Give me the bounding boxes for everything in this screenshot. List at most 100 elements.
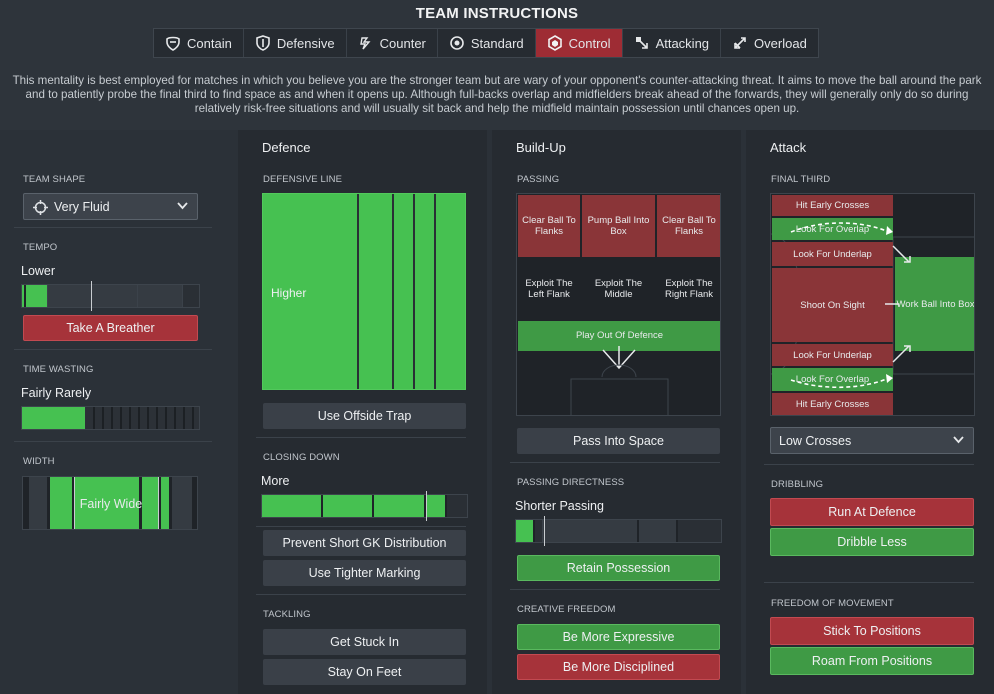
be-more-expressive-button[interactable]: Be More Expressive xyxy=(517,624,720,650)
closing-segment xyxy=(323,495,374,517)
page-title: TEAM INSTRUCTIONS xyxy=(415,5,579,22)
line-divider xyxy=(357,194,359,389)
tempo-segment xyxy=(92,285,138,307)
header-area: TEAM INSTRUCTIONS Contain Defensive Coun… xyxy=(0,0,994,130)
width-label: WIDTH xyxy=(23,456,55,467)
take-a-breather-button[interactable]: Take A Breather xyxy=(23,315,198,341)
be-more-disciplined-button[interactable]: Be More Disciplined xyxy=(517,654,720,680)
zone-exploit-left[interactable]: Exploit The Left Flank xyxy=(525,278,573,300)
width-bar xyxy=(75,477,139,529)
zone-pump-ball[interactable]: Pump Ball Into Box xyxy=(582,195,655,257)
zone-shoot-on-sight[interactable]: Shoot On Sight xyxy=(772,268,893,342)
final-third-pitch: Hit Early Crosses Look For Overlap Look … xyxy=(770,193,975,416)
counter-icon xyxy=(359,37,371,50)
final-third-label: FINAL THIRD xyxy=(771,174,831,185)
directness-segment xyxy=(516,520,535,542)
team-shape-value: Very Fluid xyxy=(54,199,110,214)
passing-directness-label: PASSING DIRECTNESS xyxy=(517,477,625,488)
tab-overload[interactable]: Overload xyxy=(721,29,818,57)
attack-heading: Attack xyxy=(770,140,807,155)
chevron-down-icon xyxy=(953,436,964,444)
time-wasting-fill xyxy=(22,407,86,429)
directness-segment xyxy=(639,520,678,542)
retain-possession-button[interactable]: Retain Possession xyxy=(517,555,720,581)
divider xyxy=(510,589,720,590)
closing-segment xyxy=(374,495,426,517)
width-bar xyxy=(161,477,169,529)
movement-arrows xyxy=(790,222,911,389)
tempo-value: Lower xyxy=(21,264,56,278)
prevent-short-gk-button[interactable]: Prevent Short GK Distribution xyxy=(263,530,466,556)
zone-underlap-top[interactable]: Look For Underlap xyxy=(772,242,893,266)
time-wasting-label: TIME WASTING xyxy=(23,364,94,375)
tab-standard[interactable]: Standard xyxy=(438,29,536,57)
zone-hit-early-bottom[interactable]: Hit Early Crosses xyxy=(772,393,893,415)
tempo-marker xyxy=(91,281,92,311)
defensive-line-label: DEFENSIVE LINE xyxy=(263,174,343,185)
tab-attacking[interactable]: Attacking xyxy=(623,29,722,57)
width-slider[interactable]: Fairly Wide xyxy=(22,476,198,530)
defence-heading: Defence xyxy=(262,140,311,155)
divider xyxy=(256,437,466,438)
tab-contain[interactable]: Contain xyxy=(154,29,244,57)
tackling-label: TACKLING xyxy=(263,609,311,620)
passing-directness-slider[interactable] xyxy=(515,516,722,546)
roam-from-positions-button[interactable]: Roam From Positions xyxy=(770,647,974,675)
time-wasting-remainder xyxy=(86,407,199,429)
dribbling-label: DRIBBLING xyxy=(771,479,824,490)
tab-counter[interactable]: Counter xyxy=(347,29,438,57)
tab-label: Control xyxy=(568,35,611,51)
crosses-dropdown[interactable]: Low Crosses xyxy=(770,427,974,454)
tab-label: Contain xyxy=(187,35,232,51)
zone-clear-left[interactable]: Clear Ball To Flanks xyxy=(518,195,580,257)
closing-marker xyxy=(426,491,427,521)
zone-work-ball-into-box[interactable]: Work Ball Into Box xyxy=(895,257,974,351)
team-shape-label: TEAM SHAPE xyxy=(23,174,86,185)
closing-down-slider[interactable] xyxy=(261,491,468,521)
tab-control[interactable]: Control xyxy=(535,29,623,57)
line-divider xyxy=(413,194,415,389)
buildup-column: Build-Up PASSING Clear Ball To Flanks Pu… xyxy=(492,130,741,694)
tab-label: Counter xyxy=(379,35,426,51)
tab-defensive[interactable]: Defensive xyxy=(244,29,347,57)
dribble-less-button[interactable]: Dribble Less xyxy=(770,528,974,556)
crosses-value: Low Crosses xyxy=(779,433,852,448)
team-shape-dropdown[interactable]: Very Fluid xyxy=(23,193,198,220)
tempo-segment xyxy=(26,285,48,307)
tab-label: Standard xyxy=(470,35,524,51)
zone-exploit-right[interactable]: Exploit The Right Flank xyxy=(664,278,714,300)
control-icon xyxy=(547,35,562,51)
tab-label: Overload xyxy=(754,35,807,51)
closing-down-label: CLOSING DOWN xyxy=(263,452,340,463)
time-wasting-slider[interactable] xyxy=(21,406,200,430)
tempo-slider[interactable] xyxy=(21,281,200,311)
stick-to-positions-button[interactable]: Stick To Positions xyxy=(770,617,974,645)
defensive-line-selector[interactable]: Higher xyxy=(262,193,466,390)
divider xyxy=(14,227,212,228)
overload-icon xyxy=(734,37,746,49)
pitch-markings xyxy=(570,346,669,415)
use-offside-trap-button[interactable]: Use Offside Trap xyxy=(263,403,466,429)
divider xyxy=(764,464,974,465)
zone-underlap-bottom[interactable]: Look For Underlap xyxy=(772,344,893,366)
divider xyxy=(14,441,212,442)
zone-exploit-middle[interactable]: Exploit The Middle xyxy=(594,278,643,300)
zone-overlap-top[interactable]: Look For Overlap xyxy=(772,218,893,240)
general-column: TEAM SHAPE Very Fluid TEMPO Lower Take A… xyxy=(0,130,233,694)
pass-into-space-button[interactable]: Pass Into Space xyxy=(517,428,720,454)
chevron-down-icon xyxy=(177,202,188,210)
freedom-of-movement-label: FREEDOM OF MOVEMENT xyxy=(771,598,894,609)
stay-on-feet-button[interactable]: Stay On Feet xyxy=(263,659,466,685)
zone-hit-early-top[interactable]: Hit Early Crosses xyxy=(772,195,893,216)
passing-label: PASSING xyxy=(517,174,560,185)
zone-clear-right[interactable]: Clear Ball To Flanks xyxy=(657,195,720,257)
use-tighter-marking-button[interactable]: Use Tighter Marking xyxy=(263,560,466,586)
run-at-defence-button[interactable]: Run At Defence xyxy=(770,498,974,526)
divider xyxy=(764,582,974,583)
standard-icon xyxy=(450,36,464,50)
tempo-label: TEMPO xyxy=(23,242,58,253)
width-bar xyxy=(29,477,47,529)
closing-segment xyxy=(447,495,467,517)
get-stuck-in-button[interactable]: Get Stuck In xyxy=(263,629,466,655)
closing-down-value: More xyxy=(261,474,290,488)
